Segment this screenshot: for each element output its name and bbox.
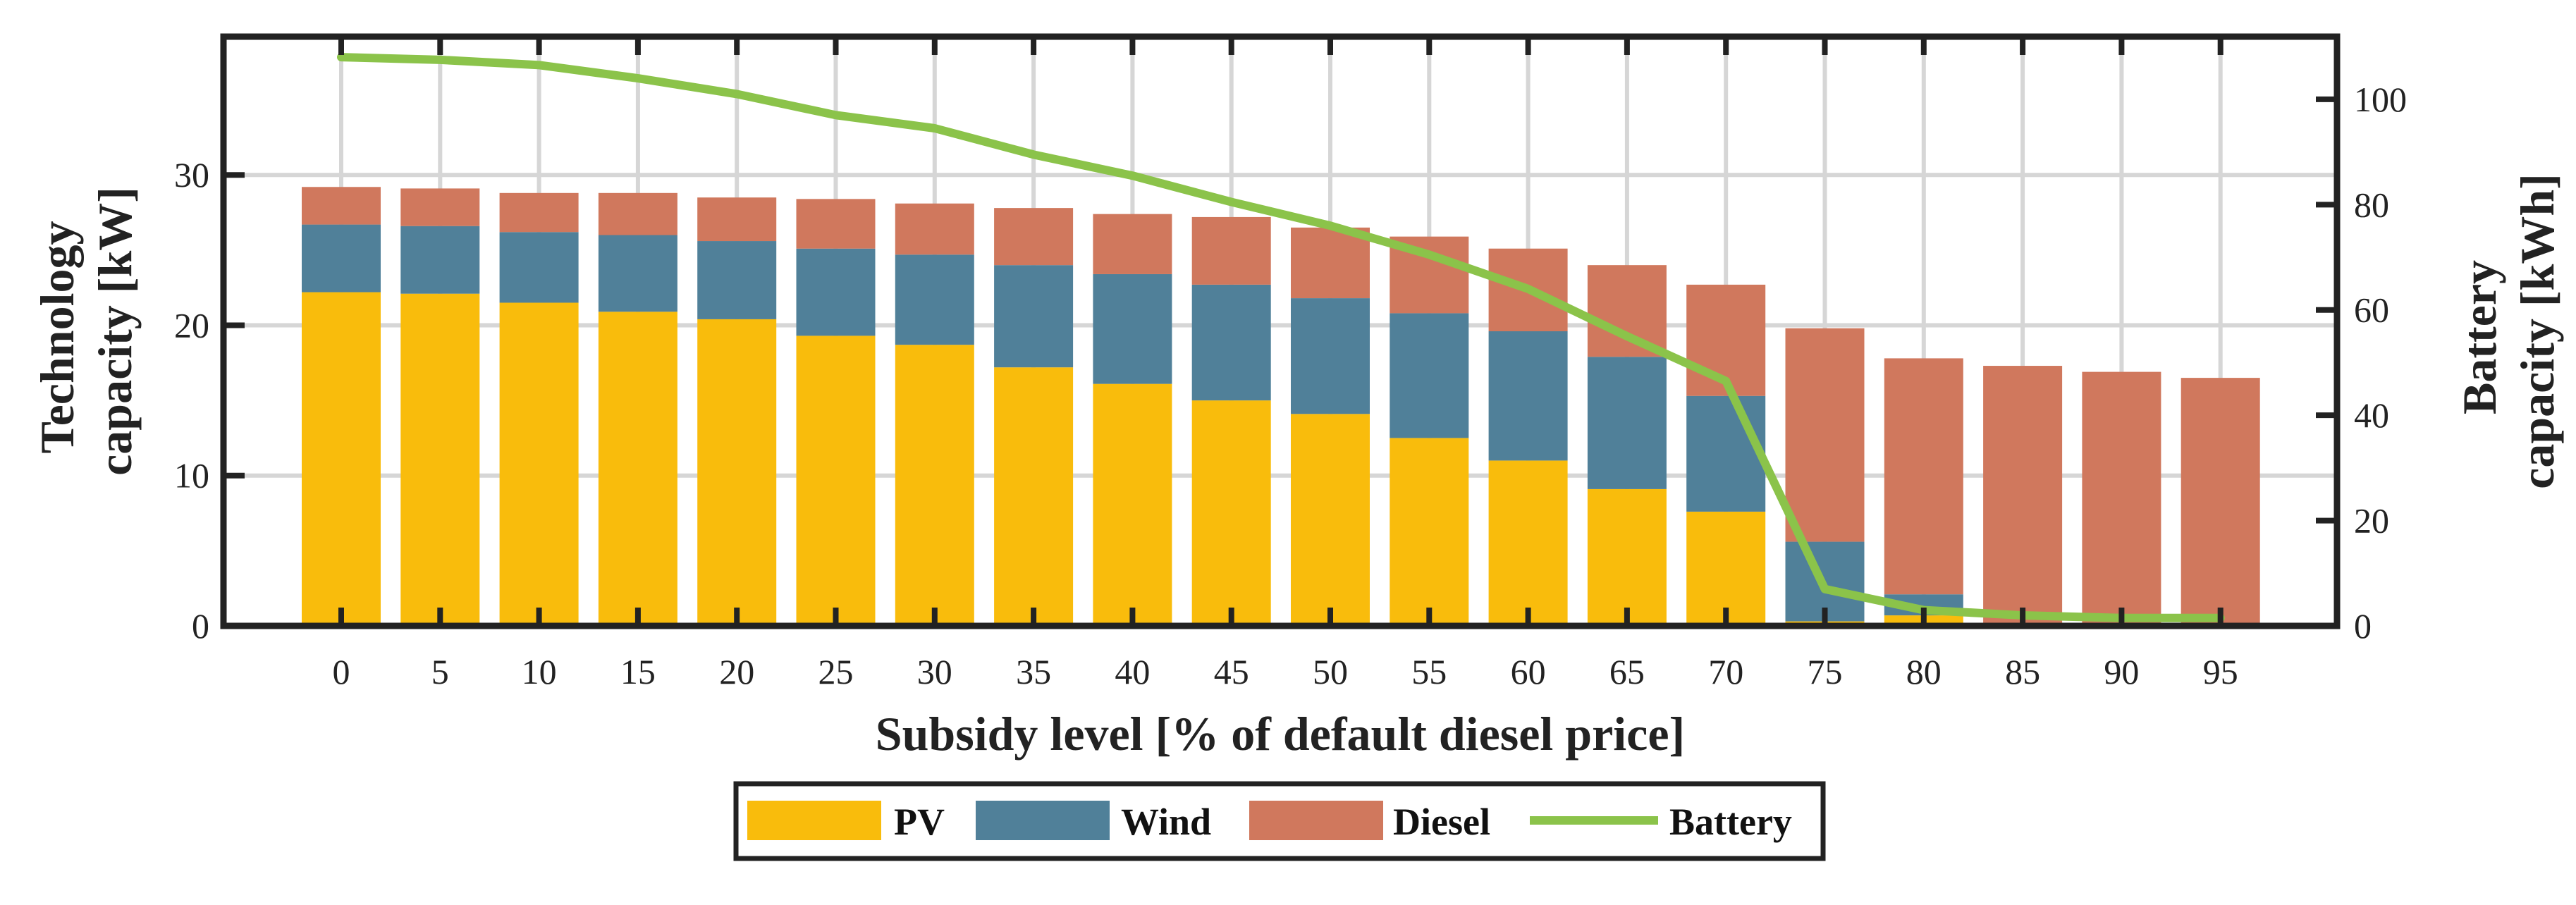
bar-diesel-50 [1291, 227, 1370, 299]
tick-labels: 0 5 10 15 20 25 30 35 40 45 50 55 60 65 70 75 80 85 90 95 0 1… [174, 80, 2407, 691]
bar-wind-0 [302, 224, 381, 293]
bar-diesel-15 [598, 192, 677, 235]
legend-label-diesel: Diesel [1393, 801, 1490, 843]
bar-diesel-30 [895, 203, 974, 255]
x-tick-label: 25 [818, 652, 854, 691]
bar-wind-30 [895, 254, 974, 345]
x-tick-label: 20 [719, 652, 754, 691]
bar-diesel-40 [1093, 214, 1172, 274]
bar-wind-15 [598, 235, 677, 312]
bar-diesel-45 [1191, 216, 1271, 285]
y-right-tick-label: 60 [2354, 290, 2389, 330]
y-right-tick-label: 100 [2354, 80, 2407, 119]
x-tick-label: 70 [1708, 652, 1743, 691]
bar-pv-20 [697, 319, 777, 626]
bar-wind-25 [796, 248, 876, 336]
bar-diesel-85 [1983, 366, 2063, 626]
bar-pv-30 [895, 345, 974, 626]
y-left-label: Technology capacity [kW] [30, 187, 142, 476]
y-right-label-line1: Battery [2453, 260, 2506, 414]
x-tick-label: 45 [1214, 652, 1249, 691]
bar-diesel-10 [499, 192, 579, 233]
bar-diesel-90 [2082, 371, 2161, 626]
legend-swatch-diesel [1249, 801, 1383, 840]
bar-pv-40 [1093, 383, 1172, 626]
bar-wind-40 [1093, 273, 1172, 384]
bar-pv-45 [1191, 400, 1271, 626]
bar-wind-45 [1191, 284, 1271, 401]
bar-wind-65 [1587, 357, 1667, 489]
legend: PV Wind Diesel Battery [733, 781, 1826, 861]
bar-pv-35 [994, 367, 1074, 626]
bar-wind-10 [499, 232, 579, 303]
x-tick-label: 30 [917, 652, 952, 691]
bar-wind-55 [1390, 313, 1469, 438]
x-tick-label: 35 [1016, 652, 1051, 691]
bar-pv-65 [1587, 488, 1667, 626]
bar-wind-60 [1488, 331, 1568, 461]
bar-pv-15 [598, 312, 677, 626]
bar-pv-5 [400, 293, 480, 626]
legend-label-battery: Battery [1669, 801, 1792, 843]
line-battery [337, 53, 2225, 622]
x-tick-label: 40 [1115, 652, 1150, 691]
x-tick-label: 85 [2005, 652, 2040, 691]
bar-wind-35 [994, 265, 1074, 368]
x-tick-label: 95 [2203, 652, 2238, 691]
bar-diesel-75 [1785, 328, 1865, 542]
x-tick-label: 90 [2104, 652, 2139, 691]
x-tick-label: 50 [1313, 652, 1348, 691]
y-left-label-line1: Technology [30, 221, 84, 453]
bar-pv-0 [302, 292, 381, 626]
y-left-label-line2: capacity [kW] [88, 187, 142, 476]
bar-pv-10 [499, 302, 579, 626]
x-tick-label: 80 [1906, 652, 1942, 691]
x-tick-label: 75 [1808, 652, 1843, 691]
bar-wind-70 [1686, 395, 1766, 512]
bar-diesel-0 [302, 187, 381, 225]
legend-label-wind: Wind [1121, 801, 1211, 843]
y-right-tick-label: 20 [2354, 501, 2389, 541]
bar-diesel-5 [400, 188, 480, 226]
bar-wind-5 [400, 226, 480, 294]
x-tick-label: 65 [1609, 652, 1645, 691]
bar-pv-50 [1291, 414, 1370, 626]
x-tick-label: 0 [333, 652, 350, 691]
bar-pv-70 [1686, 511, 1766, 626]
x-tick-label: 15 [620, 652, 656, 691]
y-right-tick-label: 80 [2354, 185, 2389, 224]
y-left-tick-label: 20 [174, 305, 209, 345]
y-right-label: Battery capacity [kWh] [2453, 173, 2564, 489]
legend-swatch-wind [976, 801, 1110, 840]
y-right-tick-label: 40 [2354, 395, 2389, 435]
plot-frame [220, 33, 2341, 629]
bar-diesel-80 [1884, 358, 1963, 595]
bar-pv-55 [1390, 438, 1469, 626]
y-left-tick-label: 0 [192, 606, 209, 646]
bar-wind-20 [697, 241, 777, 319]
battery-line-layer [337, 53, 2225, 622]
bar-pv-60 [1488, 460, 1568, 626]
x-tick-label: 10 [522, 652, 557, 691]
x-tick-label: 55 [1411, 652, 1447, 691]
x-axis-label: Subsidy level [% of default diesel price… [876, 707, 1685, 761]
y-left-tick-label: 30 [174, 155, 209, 195]
y-right-label-line2: capacity [kWh] [2510, 173, 2564, 489]
bar-pv-25 [796, 335, 876, 626]
bar-diesel-20 [697, 197, 777, 242]
bars [302, 187, 2260, 626]
bar-diesel-35 [994, 208, 1074, 266]
legend-swatch-pv [747, 801, 881, 840]
bar-diesel-65 [1587, 265, 1667, 357]
x-tick-label: 60 [1511, 652, 1546, 691]
y-right-tick-label: 0 [2354, 606, 2372, 646]
bar-wind-50 [1291, 298, 1370, 414]
legend-label-pv: PV [894, 801, 945, 843]
y-left-tick-label: 10 [174, 456, 209, 495]
bar-diesel-95 [2181, 378, 2260, 626]
x-tick-label: 5 [431, 652, 449, 691]
bar-diesel-25 [796, 199, 876, 249]
